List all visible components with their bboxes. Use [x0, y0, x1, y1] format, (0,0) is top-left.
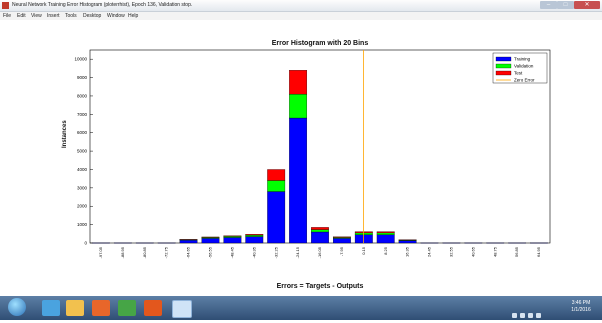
y-tick-label: 1000 [77, 222, 88, 227]
plot-area [90, 50, 550, 243]
start-icon[interactable] [8, 298, 26, 316]
matlab-icon[interactable] [144, 300, 162, 316]
bar-validation [289, 94, 307, 118]
media-player-icon[interactable] [92, 300, 110, 316]
bar-training [202, 238, 220, 243]
explorer-icon[interactable] [66, 300, 84, 316]
bar-training [246, 237, 264, 243]
bar-training [311, 232, 329, 243]
y-tick-label: 9000 [77, 75, 88, 80]
bar-validation [246, 235, 264, 236]
bar-validation [377, 233, 395, 235]
x-tick-label: -16.05 [317, 246, 322, 258]
x-tick-label: 64.95 [536, 246, 541, 257]
bar-training [333, 238, 351, 243]
x-tick-label: -97.05 [98, 246, 103, 258]
legend-swatch-test [496, 71, 511, 75]
y-tick-label: 8000 [77, 93, 88, 98]
bar-validation [355, 233, 373, 235]
x-tick-label: -72.75 [164, 246, 169, 258]
x-tick-label: -32.25 [273, 246, 278, 258]
bar-test [289, 70, 307, 94]
bar-test [355, 232, 373, 233]
clock[interactable]: 3:46 PM 1/1/2016 [564, 300, 598, 314]
x-tick-label: 56.85 [514, 246, 519, 257]
legend-label: Zero Error [514, 78, 535, 83]
bar-training [224, 237, 242, 243]
legend-label: Validation [514, 64, 534, 69]
x-tick-label: 8.25 [383, 246, 388, 255]
x-tick-label: -7.95 [339, 246, 344, 256]
y-tick-label: 0 [84, 241, 87, 246]
taskbar: 3:46 PM 1/1/2016 [0, 296, 602, 320]
clock-time: 3:46 PM [564, 300, 598, 307]
bar-test [224, 236, 242, 237]
bar-test [267, 169, 285, 180]
legend-swatch-validation [496, 64, 511, 68]
x-tick-label: -48.45 [229, 246, 234, 258]
legend-label: Test [514, 71, 523, 76]
x-tick-label: -80.85 [142, 246, 147, 258]
bar-training [267, 192, 285, 243]
bar-training [289, 118, 307, 243]
x-tick-label: -56.55 [208, 246, 213, 258]
x-tick-label: 32.55 [448, 246, 453, 257]
bar-validation [224, 236, 242, 237]
x-tick-label: -88.95 [120, 246, 125, 258]
bar-validation [311, 230, 329, 232]
bar-validation [267, 181, 285, 192]
y-tick-label: 5000 [77, 149, 88, 154]
x-tick-label: -64.65 [186, 246, 191, 258]
figure-icon[interactable] [172, 300, 192, 318]
bar-test [311, 227, 329, 229]
bar-training [180, 240, 198, 243]
x-tick-label: 40.65 [470, 246, 475, 257]
y-tick-label: 4000 [77, 167, 88, 172]
y-tick-label: 6000 [77, 130, 88, 135]
clock-date: 1/1/2016 [564, 307, 598, 314]
y-tick-label: 7000 [77, 112, 88, 117]
x-tick-label: 16.35 [405, 246, 410, 257]
bar-training [377, 235, 395, 243]
x-tick-label: 0.15 [361, 246, 366, 255]
x-tick-label: -40.35 [251, 246, 256, 258]
bar-training [399, 241, 417, 243]
ie-icon[interactable] [42, 300, 60, 316]
bar-test [246, 234, 264, 235]
histogram-chart: 0 1000 2000 3000 4000 5000 6000 7000 8000 9000 100… [0, 0, 602, 296]
legend-swatch-training [496, 57, 511, 61]
bar-test [202, 237, 220, 238]
bar-test [377, 232, 395, 233]
y-tick-label: 3000 [77, 185, 88, 190]
x-tick-label: 48.75 [492, 246, 497, 257]
bar-test [333, 237, 351, 238]
system-tray[interactable] [512, 305, 558, 311]
y-tick-label: 10000 [74, 57, 87, 62]
y-tick-label: 2000 [77, 204, 88, 209]
x-tick-label: 24.45 [427, 246, 432, 257]
app-icon-green[interactable] [118, 300, 136, 316]
legend-label: Training [514, 57, 531, 62]
bar-training [355, 235, 373, 243]
x-tick-label: -24.15 [295, 246, 300, 258]
